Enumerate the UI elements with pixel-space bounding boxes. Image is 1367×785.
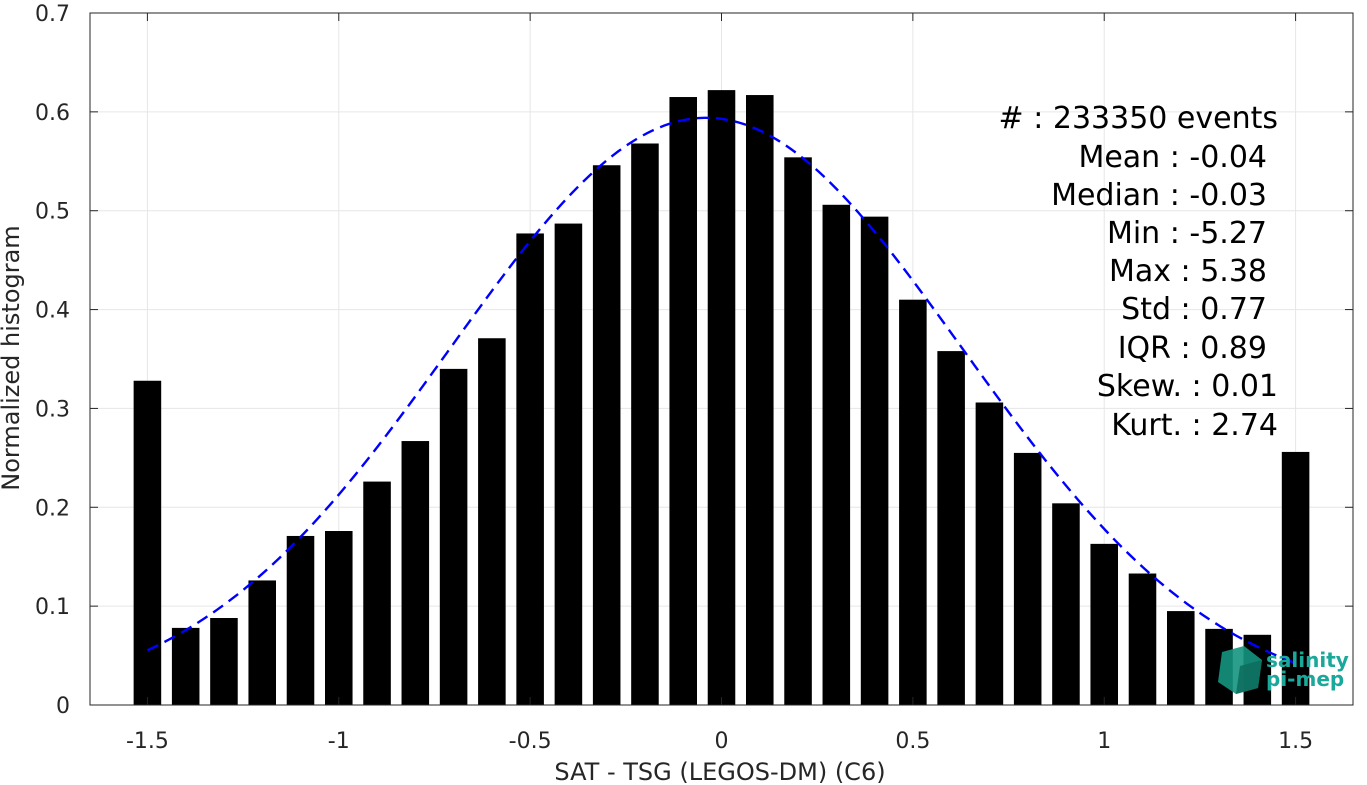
histogram-bar	[899, 299, 927, 705]
stat-min: Min : -5.27	[1107, 216, 1267, 251]
x-tick-label: -0.5	[509, 729, 552, 754]
histogram-bar	[324, 531, 353, 705]
histogram-bar	[860, 216, 889, 705]
histogram-bar	[1052, 503, 1080, 705]
histogram-bar	[1166, 611, 1195, 705]
logo-text-line2: pi-mep	[1266, 667, 1344, 691]
histogram-bar	[554, 223, 583, 705]
x-tick-label: 1.5	[1278, 729, 1313, 754]
histogram-bar	[669, 97, 698, 706]
x-tick-label: 1	[1097, 729, 1111, 754]
histogram-bar	[631, 143, 659, 705]
stat-median: Median : -0.03	[1051, 178, 1267, 213]
y-tick-label: 0	[56, 694, 70, 719]
histogram-bar	[1090, 543, 1119, 705]
histogram-bar	[133, 380, 162, 705]
histogram-bar	[707, 90, 736, 705]
histogram-bar	[784, 157, 812, 705]
y-tick-label: 0.3	[35, 397, 70, 422]
bars	[133, 90, 1310, 706]
histogram-bar	[516, 233, 544, 706]
gaussian-fit-curve	[146, 116, 1297, 665]
x-tick-label: -1.5	[126, 729, 169, 754]
histogram-bar	[1128, 573, 1157, 705]
stat-skew: Skew. : 0.01	[1097, 369, 1278, 404]
statistics-box: # : 233350 events Mean : -0.04 Median : …	[999, 101, 1278, 443]
y-tick-label: 0.4	[35, 299, 70, 324]
stat-iqr: IQR : 0.89	[1118, 331, 1267, 366]
axis-ticks: -1.5 -1 -0.5 0 0.5 1 1.5 0 0.1 0.2 0.3 0.4 0.5 0.6 0.7	[35, 2, 1353, 754]
salinity-pimep-logo: salinity pi-mep	[1218, 646, 1349, 694]
histogram-bar	[592, 165, 621, 706]
y-axis-title: Normalized histogram	[0, 225, 25, 490]
histogram-bar	[1281, 451, 1310, 705]
stat-mean: Mean : -0.04	[1078, 140, 1267, 175]
histogram-bar	[401, 441, 430, 705]
y-tick-label: 0.1	[35, 595, 70, 620]
histogram-bar	[937, 351, 965, 705]
stat-events: # : 233350 events	[999, 101, 1278, 136]
histogram-bar	[363, 481, 391, 705]
y-tick-label: 0.6	[35, 101, 70, 126]
histogram-bar	[1013, 452, 1042, 705]
histogram-bar	[745, 95, 774, 705]
histogram-bar	[248, 580, 277, 705]
x-axis-title: SAT - TSG (LEGOS-DM) (C6)	[554, 758, 885, 785]
y-tick-label: 0.5	[35, 200, 70, 225]
histogram-bar	[286, 535, 315, 705]
logo-text-line1: salinity	[1266, 648, 1349, 672]
x-tick-label: -1	[328, 729, 350, 754]
histogram-bar	[478, 338, 506, 705]
histogram-bar	[439, 368, 468, 705]
stat-max: Max : 5.38	[1109, 254, 1267, 289]
x-tick-label: 0.5	[895, 729, 930, 754]
histogram-bar	[822, 204, 851, 706]
y-tick-label: 0.7	[35, 2, 70, 27]
x-tick-label: 0	[715, 729, 729, 754]
stat-std: Std : 0.77	[1121, 292, 1267, 327]
stat-kurt: Kurt. : 2.74	[1111, 408, 1278, 443]
histogram-bar	[210, 618, 238, 705]
y-tick-label: 0.2	[35, 496, 70, 521]
logo-cube-shade	[1236, 660, 1262, 694]
histogram-bar	[975, 402, 1004, 705]
histogram-bar	[171, 627, 200, 705]
